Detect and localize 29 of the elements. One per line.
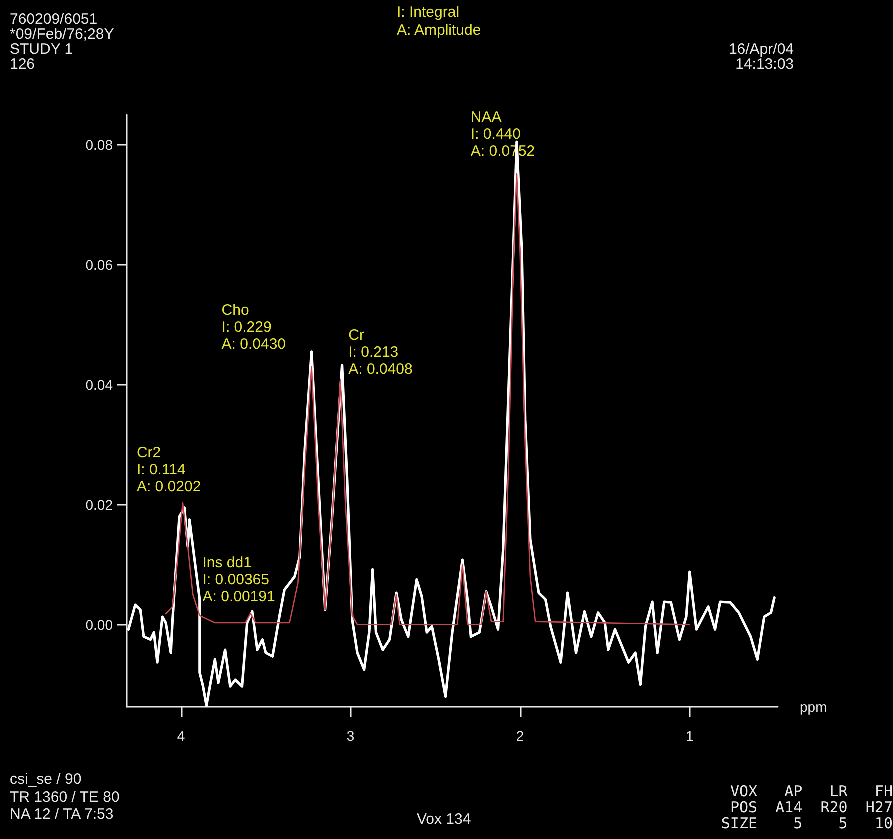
annotation: Ins dd1 I: 0.00365 A: 0.00191 [202, 554, 276, 606]
text: A: Amplitude [397, 22, 482, 39]
y-tick-label: 0.08 [86, 136, 114, 153]
text: SIZE 5 5 10 [721, 814, 893, 832]
text: 760209/6051 [10, 11, 98, 28]
x-tick-label: 3 [346, 728, 355, 744]
text: TR 1360 / TE 80 [10, 789, 120, 806]
text: *09/Feb/76;28Y [10, 26, 114, 43]
y-tick-label: 0.06 [86, 256, 114, 273]
text: I: Integral [397, 4, 460, 21]
x-tick-label: 1 [686, 728, 694, 744]
text: 16/Apr/04 [728, 41, 794, 58]
text: Vox 134 [417, 811, 472, 828]
y-tick-label: 0.04 [86, 376, 114, 393]
text: STUDY 1 [10, 41, 74, 58]
text: VOX AP LR FH [730, 782, 893, 800]
annotation: Cho I: 0.229 A: 0.0430 [222, 302, 286, 353]
text: POS A14 R20 H27 [730, 798, 893, 816]
text: NA 12 / TA 7:53 [10, 806, 114, 823]
x-axis-title: ppm [800, 699, 828, 715]
text: 14:13:03 [736, 56, 794, 73]
x-tick-label: 2 [516, 728, 524, 744]
x-tick-label: 4 [177, 728, 186, 744]
annotation: Cr2 I: 0.114 A: 0.0202 [136, 444, 202, 496]
annotation: Cr I: 0.213 A: 0.0408 [348, 327, 413, 378]
text: csi_se / 90 [10, 771, 82, 788]
y-tick-label: 0.02 [86, 496, 114, 513]
text: 126 [10, 56, 36, 73]
y-tick-label: 0.00 [86, 616, 114, 633]
